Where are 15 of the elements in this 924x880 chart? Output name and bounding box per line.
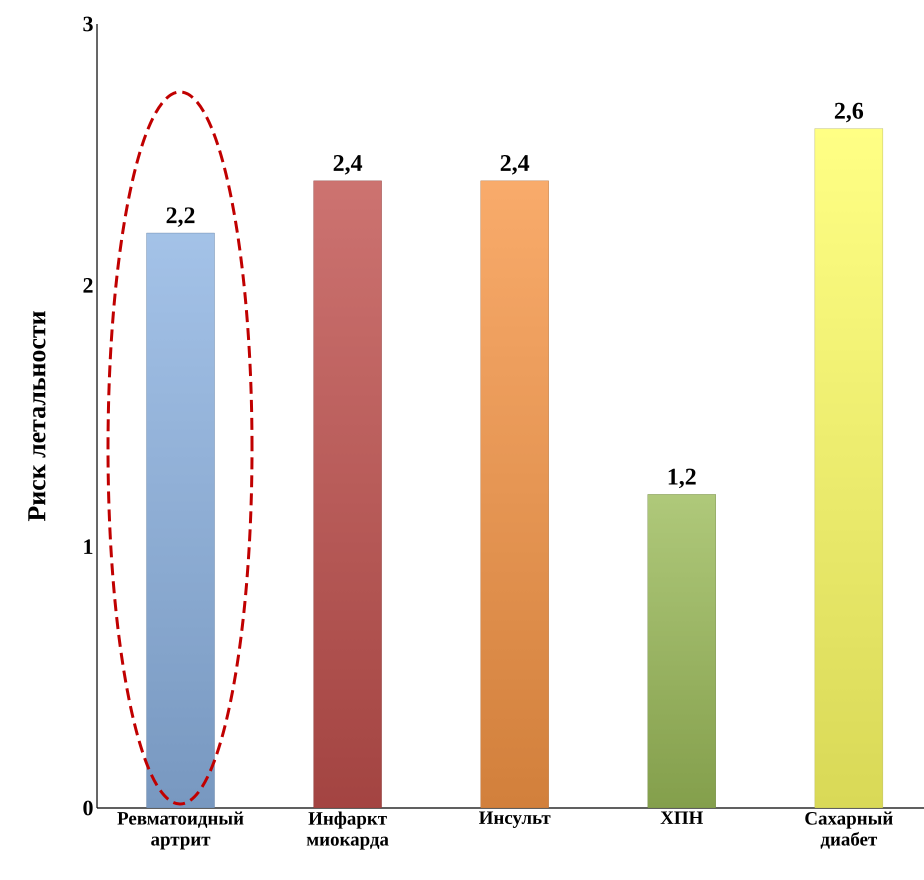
data-label: 2,4 <box>334 155 362 175</box>
x-tick-label: Сахарный диабет <box>805 812 893 849</box>
y-tick-label: 0 <box>83 800 93 816</box>
y-tick-label: 1 <box>84 539 92 554</box>
data-label: 2,4 <box>500 155 530 175</box>
data-label: 2,6 <box>834 102 864 122</box>
y-axis-title: Риск летальности <box>28 311 46 522</box>
data-label: 1,2 <box>668 468 696 488</box>
x-tick-label: ХПН <box>660 812 703 824</box>
y-tick-label: 2 <box>83 278 93 293</box>
y-tick-label: 3 <box>83 16 93 32</box>
x-tick-label: Ревматоидный артрит <box>117 812 244 850</box>
x-tick-label: Инсульт <box>479 812 550 828</box>
x-tick-label: Инфаркт миокарда <box>306 812 389 850</box>
data-label: 2,2 <box>166 207 194 227</box>
